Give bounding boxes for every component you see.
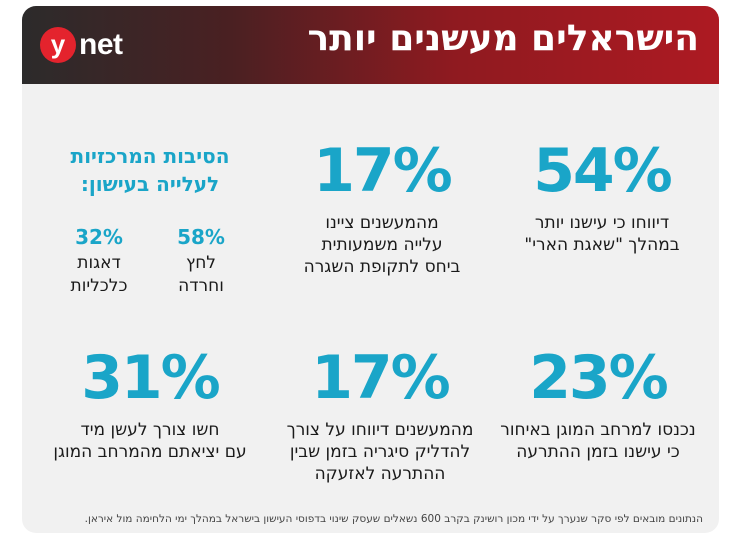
stat-description-line: מהמעשנים ציינו xyxy=(325,213,439,233)
stat-description-line: להדליק סיגריה בזמן שבין xyxy=(289,442,471,462)
stat-late-to-shelter: 23% נכנסו למרחב המוגן באיחור כי עישנו בז… xyxy=(484,347,712,463)
reason-stress-anxiety: 58% לחץ וחרדה xyxy=(156,224,246,298)
stat-description: מהמעשנים דיווחו על צורך להדליק סיגריה בז… xyxy=(268,419,492,485)
stat-reported-more-smoking: 54% דיווחו כי עישנו יותר במהלך "שאגת האר… xyxy=(492,140,712,256)
stat-description-line: דיווחו כי עישנו יותר xyxy=(534,213,670,233)
ynet-logo: y net xyxy=(40,26,123,64)
stat-value: 23% xyxy=(529,343,669,413)
reason-label-line: לחץ xyxy=(186,253,216,273)
stat-value: 17% xyxy=(311,343,451,413)
stat-description-line: עם יציאתם מהמרחב המוגן xyxy=(53,442,247,462)
main-reasons-block: הסיבות המרכזיות לעלייה בעישון: 58% לחץ ו… xyxy=(50,142,250,298)
logo-y-circle: y xyxy=(40,27,76,63)
reasons-title-line: הסיבות המרכזיות xyxy=(70,144,230,168)
stat-description-line: ביחס לתקופת השגרה xyxy=(303,257,461,277)
stat-description: נכנסו למרחב המוגן באיחור כי עישנו בזמן ה… xyxy=(484,419,712,463)
reason-financial-worries: 32% דאגות כלכליות xyxy=(54,224,144,298)
survey-footnote: הנתונים מובאים לפי סקר שנערך על ידי מכון… xyxy=(84,513,703,525)
stat-description-line: כי עישנו בזמן ההתרעה xyxy=(516,442,680,462)
reasons-list: 58% לחץ וחרדה 32% דאגות כלכליות xyxy=(50,224,250,298)
header-banner: y net הישראלים מעשנים יותר xyxy=(22,6,719,84)
stat-description: חשו צורך לעשן מיד עם יציאתם מהמרחב המוגן xyxy=(36,419,264,463)
page-title: הישראלים מעשנים יותר xyxy=(307,18,699,59)
stat-description-line: עלייה משמעותית xyxy=(321,235,443,255)
reasons-title-line: לעלייה בעישון: xyxy=(80,172,220,196)
stat-value: 54% xyxy=(533,136,673,206)
stat-description-line: נכנסו למרחב המוגן באיחור xyxy=(500,420,696,440)
reason-label-line: וחרדה xyxy=(178,276,224,296)
reasons-title: הסיבות המרכזיות לעלייה בעישון: xyxy=(50,142,250,198)
stat-description-line: ההתרעה לאזעקה xyxy=(314,464,446,484)
stat-smoke-after-shelter: 31% חשו צורך לעשן מיד עם יציאתם מהמרחב ה… xyxy=(36,347,264,463)
stat-value: 17% xyxy=(313,136,453,206)
stat-description-line: במהלך "שאגת הארי" xyxy=(524,235,680,255)
stat-light-cigarette-during-alert: 17% מהמעשנים דיווחו על צורך להדליק סיגרי… xyxy=(268,347,492,485)
reason-value: 32% xyxy=(75,225,123,249)
logo-net-text: net xyxy=(79,28,123,61)
reason-label-line: כלכליות xyxy=(70,276,128,296)
reason-value: 58% xyxy=(177,225,225,249)
stat-description-line: מהמעשנים דיווחו על צורך xyxy=(286,420,474,440)
stat-description-line: חשו צורך לעשן מיד xyxy=(80,420,220,440)
stat-significant-increase: 17% מהמעשנים ציינו עלייה משמעותית ביחס ל… xyxy=(272,140,492,278)
stat-description: דיווחו כי עישנו יותר במהלך "שאגת הארי" xyxy=(492,212,712,256)
infographic-card: y net הישראלים מעשנים יותר 54% דיווחו כי… xyxy=(22,6,719,533)
stat-value: 31% xyxy=(81,343,221,413)
reason-label-line: דאגות xyxy=(77,253,121,273)
stat-description: מהמעשנים ציינו עלייה משמעותית ביחס לתקופ… xyxy=(272,212,492,278)
reason-label: לחץ וחרדה xyxy=(156,252,246,298)
reason-label: דאגות כלכליות xyxy=(54,252,144,298)
